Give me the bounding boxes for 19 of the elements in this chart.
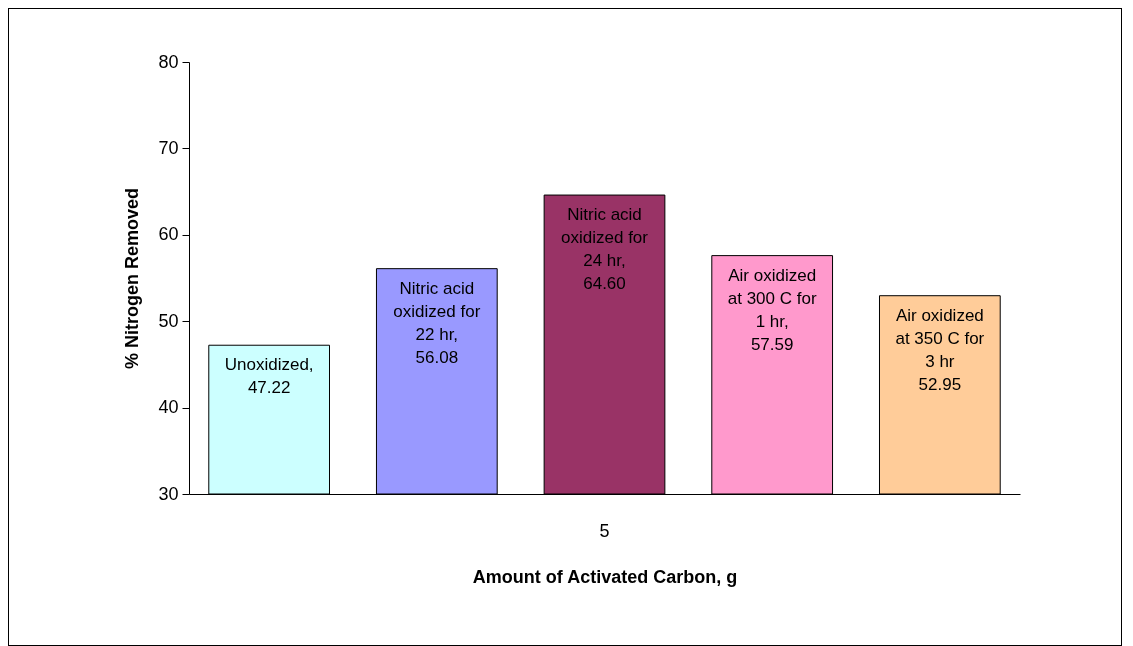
series-label: Nitric acid oxidized for 24 hr, (561, 205, 649, 271)
data-label: 52.95 (918, 374, 962, 394)
y-tick-label: 80 (158, 51, 179, 72)
series-label: Nitric acid oxidized for 22 hr, (393, 278, 481, 344)
y-axis-title: % Nitrogen Removed (122, 187, 143, 370)
y-tick-label: 70 (158, 137, 179, 158)
data-label: 64.60 (583, 274, 626, 294)
y-tick-label: 30 (158, 483, 179, 504)
data-label: 57.59 (750, 334, 794, 354)
data-label: 56.08 (415, 347, 459, 367)
data-label: 47.22 (247, 378, 291, 398)
y-tick-label: 50 (158, 310, 179, 331)
x-axis-title: Amount of Activated Carbon, g (472, 566, 738, 587)
y-tick-label: 60 (158, 224, 179, 245)
series-label: Unoxidized, (224, 355, 314, 375)
series-label: Air oxidized at 300 C for 1 hr, (727, 265, 817, 331)
x-tick-label: 5 (599, 520, 610, 541)
series-label: Air oxidized at 350 C for 3 hr (895, 305, 985, 371)
y-tick-label: 40 (158, 397, 179, 418)
